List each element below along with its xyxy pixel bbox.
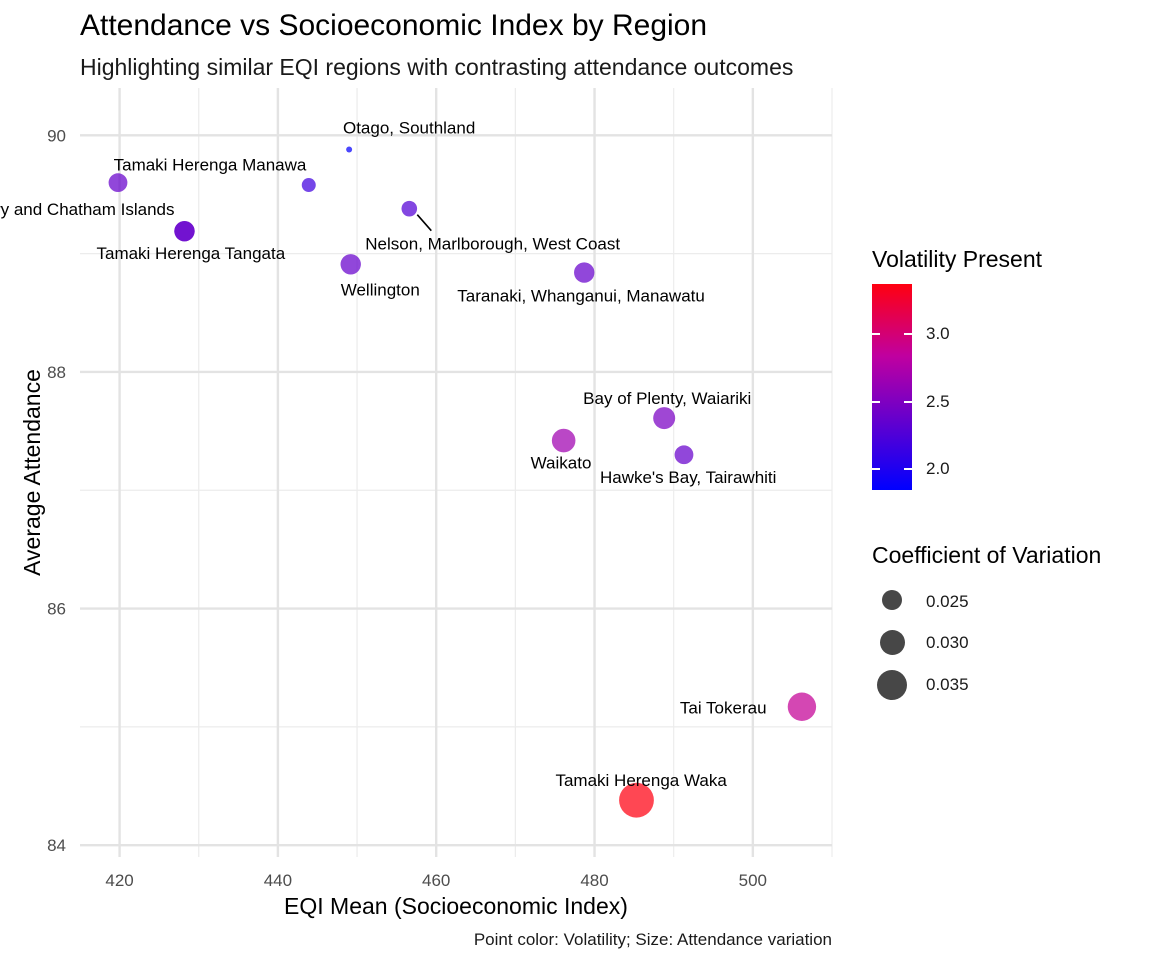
y-tick-label: 88 — [47, 363, 66, 382]
data-point — [401, 200, 418, 217]
data-point — [340, 254, 361, 275]
color-legend-label: 3.0 — [926, 324, 950, 343]
point-label: Hawke's Bay, Tairawhiti — [600, 468, 776, 487]
color-bar-tick — [872, 333, 880, 335]
data-point — [787, 692, 817, 721]
point-label: Otago, Southland — [343, 119, 475, 138]
size-legend-dot-large — [877, 670, 907, 700]
point-label: Tamaki Herenga Waka — [555, 771, 727, 790]
label-connector — [416, 214, 432, 232]
point-label: Waikato — [531, 454, 592, 473]
chart-subtitle: Highlighting similar EQI regions with co… — [80, 54, 794, 80]
x-tick-label: 500 — [739, 871, 767, 890]
chart-caption: Point color: Volatility; Size: Attendanc… — [473, 930, 832, 949]
data-point — [551, 428, 576, 453]
color-bar-tick — [872, 468, 880, 470]
data-point — [174, 220, 195, 242]
color-legend-label: 2.0 — [926, 459, 950, 478]
size-legend-label: 0.035 — [926, 675, 969, 694]
point-label: Tamaki Herenga Tangata — [96, 244, 285, 263]
point-label: Bay of Plenty, Waiariki — [583, 389, 751, 408]
color-bar-tick — [872, 401, 880, 403]
y-tick-label: 90 — [47, 126, 66, 145]
data-point — [301, 178, 316, 193]
x-tick-label: 440 — [264, 871, 292, 890]
data-point — [653, 407, 676, 430]
data-point — [674, 445, 694, 465]
size-legend-dot-medium — [880, 630, 905, 655]
x-tick-label: 460 — [422, 871, 450, 890]
size-legend-label: 0.025 — [926, 592, 969, 611]
x-tick-label: 480 — [580, 871, 608, 890]
size-legend-dot-small — [882, 590, 902, 610]
color-legend-bar — [872, 284, 912, 490]
point-label: Canterbury and Chatham Islands — [0, 200, 174, 219]
color-bar-tick — [904, 401, 912, 403]
data-point — [619, 782, 654, 818]
color-bar-tick — [904, 468, 912, 470]
color-legend-title: Volatility Present — [872, 246, 1043, 272]
x-axis-title: EQI Mean (Socioeconomic Index) — [284, 893, 628, 919]
point-label: Tamaki Herenga Manawa — [114, 156, 307, 175]
color-legend-label: 2.5 — [926, 392, 950, 411]
y-tick-label: 86 — [47, 600, 66, 619]
point-label: Nelson, Marlborough, West Coast — [365, 235, 620, 254]
x-tick-label: 420 — [105, 871, 133, 890]
y-tick-label: 84 — [47, 836, 66, 855]
data-point — [574, 262, 595, 283]
data-point — [108, 173, 128, 193]
color-bar-tick — [904, 333, 912, 335]
point-label: Wellington — [341, 280, 420, 299]
data-point — [346, 146, 353, 153]
point-label: Tai Tokerau — [680, 699, 767, 718]
size-legend-title: Coefficient of Variation — [872, 542, 1102, 568]
size-legend-label: 0.030 — [926, 633, 969, 652]
point-label: Taranaki, Whanganui, Manawatu — [457, 287, 705, 306]
y-axis-title: Average Attendance — [19, 369, 45, 576]
chart-title: Attendance vs Socioeconomic Index by Reg… — [80, 9, 708, 42]
